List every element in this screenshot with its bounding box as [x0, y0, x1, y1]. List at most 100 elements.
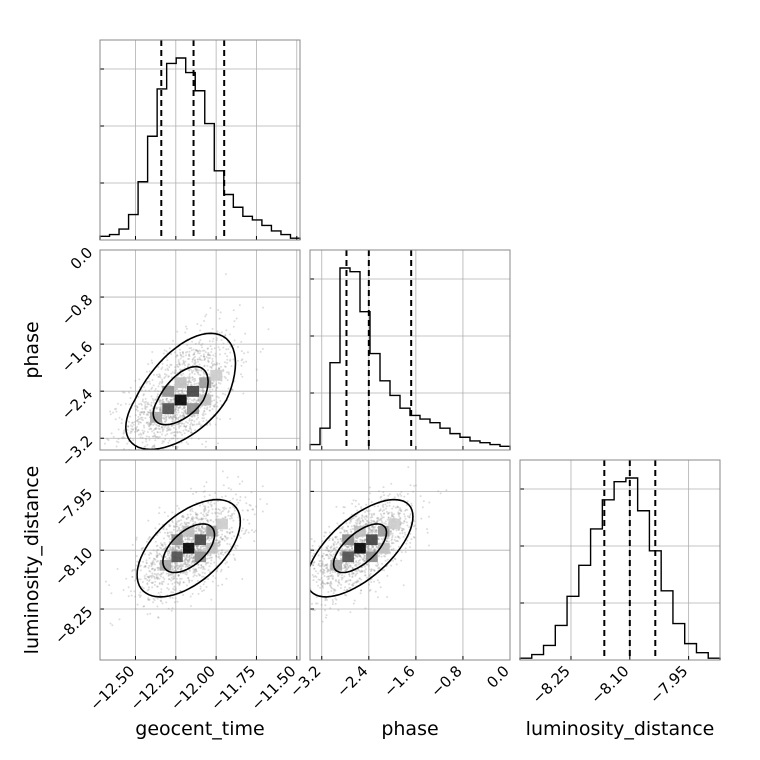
scatter-point — [346, 531, 349, 534]
scatter-point — [364, 568, 367, 571]
scatter-point — [361, 519, 364, 522]
scatter-point — [349, 611, 352, 614]
scatter-point — [185, 556, 188, 559]
scatter-point — [174, 408, 177, 411]
scatter-point — [331, 555, 334, 558]
scatter-point — [338, 527, 341, 530]
scatter-point — [355, 573, 358, 576]
scatter-point — [186, 513, 189, 516]
scatter-point — [390, 539, 393, 542]
scatter-point — [191, 510, 194, 513]
scatter-point — [176, 530, 179, 533]
scatter-point — [186, 397, 189, 400]
scatter-point — [346, 563, 349, 566]
scatter-point — [368, 486, 371, 489]
scatter-point — [174, 389, 177, 392]
scatter-point — [211, 340, 214, 343]
scatter-point — [397, 528, 400, 531]
scatter-point — [147, 597, 150, 600]
scatter-point — [232, 343, 235, 346]
scatter-point — [168, 428, 171, 431]
scatter-point — [363, 559, 366, 562]
scatter-point — [366, 545, 369, 548]
scatter-point — [147, 586, 150, 589]
scatter-point — [359, 520, 362, 523]
scatter-point — [226, 476, 229, 479]
scatter-point — [343, 549, 346, 552]
scatter-point — [163, 401, 166, 404]
scatter-point — [389, 530, 392, 533]
scatter-point — [218, 543, 221, 546]
scatter-point — [228, 506, 231, 509]
scatter-point — [148, 380, 151, 383]
scatter-point — [344, 549, 347, 552]
scatter-point — [173, 414, 176, 417]
scatter-point — [380, 495, 383, 498]
scatter-point — [230, 537, 233, 540]
scatter-point — [147, 598, 150, 601]
scatter-point — [191, 413, 194, 416]
scatter-point — [165, 528, 168, 531]
scatter-point — [378, 566, 381, 569]
scatter-point — [318, 560, 321, 563]
scatter-point — [167, 550, 170, 553]
scatter-point — [322, 582, 325, 585]
scatter-point — [151, 397, 154, 400]
scatter-point — [180, 355, 183, 358]
scatter-point — [143, 574, 146, 577]
scatter-point — [370, 519, 373, 522]
scatter-point — [204, 315, 207, 318]
scatter-point — [183, 425, 186, 428]
scatter-point — [183, 563, 186, 566]
scatter-point — [186, 376, 189, 379]
scatter-point — [195, 349, 198, 352]
scatter-point — [221, 533, 224, 536]
scatter-point — [206, 537, 209, 540]
scatter-point — [155, 427, 158, 430]
scatter-point — [358, 569, 361, 572]
scatter-point — [217, 368, 220, 371]
scatter-point — [366, 547, 369, 550]
scatter-point — [301, 582, 303, 584]
scatter-point — [146, 582, 149, 585]
scatter-point — [306, 584, 308, 586]
scatter-point — [171, 607, 174, 610]
scatter-point — [172, 549, 175, 552]
scatter-point — [180, 529, 183, 532]
panel-frame — [309, 459, 511, 661]
scatter-point — [140, 411, 143, 414]
scatter-point — [164, 375, 167, 378]
scatter-point — [335, 543, 338, 546]
scatter-point — [230, 545, 233, 548]
scatter-point — [397, 513, 400, 516]
scatter-point — [192, 492, 195, 495]
scatter-point — [363, 569, 366, 572]
scatter-point — [127, 425, 130, 428]
scatter-point — [151, 378, 154, 381]
scatter-point — [402, 584, 405, 587]
scatter-point — [138, 417, 141, 420]
scatter-point — [122, 435, 125, 438]
scatter-point — [213, 502, 216, 505]
scatter-point — [215, 508, 218, 511]
scatter-point — [251, 508, 254, 511]
scatter-point — [396, 506, 399, 509]
scatter-point — [375, 546, 378, 549]
scatter-point — [156, 605, 159, 608]
scatter-point — [197, 373, 200, 376]
scatter-point — [382, 512, 385, 515]
scatter-point — [373, 528, 376, 531]
scatter-point — [344, 566, 347, 569]
scatter-point — [210, 350, 213, 353]
scatter-point — [184, 538, 187, 541]
scatter-point — [368, 589, 371, 592]
scatter-point — [348, 549, 351, 552]
scatter-point — [190, 421, 193, 424]
scatter-point — [379, 509, 382, 512]
scatter-point — [186, 401, 189, 404]
density-block — [174, 377, 187, 389]
scatter-point — [156, 577, 159, 580]
scatter-point — [184, 428, 187, 431]
scatter-point — [381, 504, 384, 507]
scatter-point — [395, 563, 398, 566]
